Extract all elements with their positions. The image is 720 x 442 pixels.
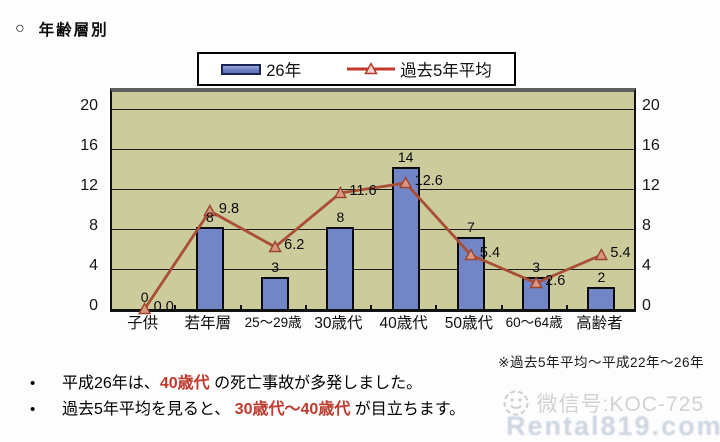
gridline-20 <box>112 109 634 110</box>
bullet-dot-icon: • <box>30 375 36 392</box>
y-tick-left-12: 12 <box>80 177 98 194</box>
legend-label-5yr-avg: 過去5年平均 <box>400 62 492 80</box>
gridline-12 <box>112 189 634 190</box>
y-tick-right-4: 4 <box>642 257 651 274</box>
line-label-30歳代: 11.6 <box>349 183 377 199</box>
x-boundary-tick <box>435 305 438 311</box>
bar-label-25～29歳: 3 <box>271 259 280 275</box>
bar-30歳代 <box>326 227 355 309</box>
bar-series-swatch-icon <box>221 63 262 75</box>
chart-legend: 26年 過去5年平均 <box>197 52 516 86</box>
gridline-8 <box>112 229 634 230</box>
plain-text: 平成26年は、 <box>62 375 160 392</box>
line-label-25～29歳: 6.2 <box>284 237 305 253</box>
y-tick-right-20: 20 <box>642 97 660 114</box>
circle-bullet-icon: ○ <box>15 20 25 37</box>
x-label-25～29歳: 25～29歳 <box>244 315 302 330</box>
avg-line-series <box>137 176 609 315</box>
y-tick-left-4: 4 <box>89 257 98 274</box>
x-label-60～64歳: 60～64歳 <box>505 315 563 330</box>
plain-text: 過去5年平均を見ると、 <box>62 401 235 418</box>
gridline-4 <box>112 269 634 270</box>
bar-label-子供: 0 <box>140 289 149 305</box>
wechat-smiley-icon <box>503 390 529 416</box>
legend-item-26nen: 26年 <box>221 57 301 81</box>
y-tick-left-8: 8 <box>89 217 98 234</box>
highlighted-text: 40歳代 <box>159 375 210 392</box>
marker-高齢者 <box>594 248 609 261</box>
x-boundary-tick <box>370 305 372 311</box>
watermark: 微信号:KOC-725 <box>501 388 704 418</box>
y-tick-right-16: 16 <box>642 137 660 154</box>
footnote: ※過去5年平均～平成22年～26年 <box>498 355 704 370</box>
marker-30歳代 <box>333 186 348 199</box>
x-boundary-tick <box>239 305 242 311</box>
bar-label-若年層: 8 <box>205 209 214 225</box>
marker-40歳代 <box>398 176 413 189</box>
line-series-swatch-icon <box>347 62 396 75</box>
y-tick-left-20: 20 <box>80 97 98 114</box>
marker-50歳代 <box>464 248 478 261</box>
y-tick-left-0: 0 <box>89 297 98 314</box>
plot-area: 0 8 3 8 14 7 3 2 0.0 9.8 6.2 11.6 12.6 5.4 2.6 5.4 <box>110 88 636 315</box>
y-tick-left-16: 16 <box>80 137 98 154</box>
y-tick-right-0: 0 <box>642 297 651 314</box>
x-boundary-tick <box>565 305 568 311</box>
legend-label-26nen: 26年 <box>266 62 302 80</box>
bullet-text: 過去5年平均を見ると、 30歳代～40歳代 が目立ちます。 <box>62 398 465 421</box>
bullet-text: 平成26年は、40歳代 の死亡事故が多発しました。 <box>62 372 422 395</box>
marker-子供 <box>137 302 152 315</box>
marker-若年層 <box>203 204 217 217</box>
highlighted-text: 30歳代～40歳代 <box>234 401 351 418</box>
page-title: 年齢層別 <box>38 22 109 39</box>
wechat-id-text: 微信号:KOC-725 <box>536 393 704 416</box>
x-label-若年層: 若年層 <box>184 315 232 332</box>
marker-60～64歳 <box>529 276 543 289</box>
x-label-40歳代: 40歳代 <box>379 315 428 332</box>
legend-item-5yr-avg: 過去5年平均 <box>347 57 492 81</box>
x-label-子供: 子供 <box>127 315 159 332</box>
plain-text: が目立ちます。 <box>350 401 466 418</box>
chart-header: ○ 年齢層別 <box>15 18 109 40</box>
bar-label-40歳代: 14 <box>397 149 414 165</box>
line-label-50歳代: 5.4 <box>479 245 501 261</box>
site-watermark-text: Rental819.com <box>506 411 720 441</box>
bullet-list: • 平成26年は、40歳代 の死亡事故が多発しました。 • 過去5年平均を見ると、 3… <box>30 372 465 424</box>
plain-text: の死亡事故が多発しました。 <box>209 375 423 392</box>
y-tick-right-12: 12 <box>642 177 660 194</box>
line-label-子供: 0.0 <box>153 299 174 315</box>
line-label-60～64歳: 2.6 <box>545 273 566 289</box>
bar-label-50歳代: 7 <box>466 219 475 235</box>
marker-25～29歳 <box>268 240 282 253</box>
bar-若年層 <box>195 227 224 309</box>
line-label-高齢者: 5.4 <box>610 245 631 261</box>
x-label-30歳代: 30歳代 <box>314 315 363 332</box>
x-boundary-tick <box>500 305 503 311</box>
y-tick-right-8: 8 <box>642 217 651 234</box>
x-boundary-tick <box>304 305 307 311</box>
x-label-高齢者: 高齢者 <box>576 315 623 332</box>
bullet-dot-icon: • <box>30 401 36 418</box>
bar-label-30歳代: 8 <box>336 209 345 225</box>
bar-60～64歳 <box>522 277 551 309</box>
bar-高齢者 <box>587 287 616 309</box>
line-label-40歳代: 12.6 <box>414 173 443 189</box>
bar-label-高齢者: 2 <box>597 269 606 285</box>
x-label-50歳代: 50歳代 <box>444 315 493 332</box>
line-label-若年層: 9.8 <box>218 201 240 217</box>
bar-25～29歳 <box>261 277 290 309</box>
gridline-16 <box>112 149 634 150</box>
x-boundary-tick <box>174 305 177 311</box>
bar-label-60～64歳: 3 <box>532 259 541 275</box>
bar-40歳代 <box>391 167 420 309</box>
bullet-item-2: • 過去5年平均を見ると、 30歳代～40歳代 が目立ちます。 <box>30 398 465 421</box>
bullet-item-1: • 平成26年は、40歳代 の死亡事故が多発しました。 <box>30 372 465 395</box>
